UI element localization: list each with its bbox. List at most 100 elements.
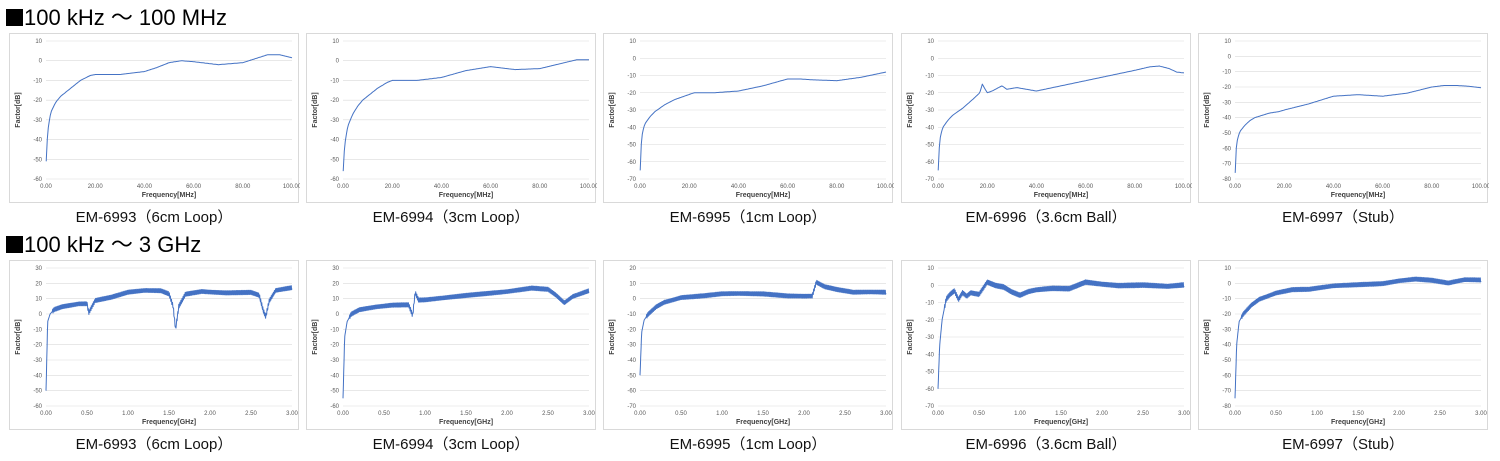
- y-axis-title: Factor[dB]: [609, 319, 616, 354]
- y-tick-label: -30: [925, 335, 934, 341]
- y-tick-label: -50: [330, 389, 339, 395]
- y-tick-label: -70: [627, 177, 636, 183]
- series-line: [342, 285, 590, 399]
- x-axis-title: Frequency[GHz]: [142, 419, 196, 426]
- y-tick-label: -70: [925, 177, 934, 183]
- chart-caption: EM-6997（Stub）: [1282, 209, 1404, 226]
- x-tick-label: 3.00: [1475, 411, 1487, 417]
- x-tick-label: 20.00: [88, 184, 104, 190]
- y-tick-label: 30: [332, 266, 339, 272]
- chart-panel: 10 0 -10 -20 -30 -40 -50 -60 -70 -80 0.00 0.50 1.00 1…: [1198, 260, 1488, 430]
- chart-panel: 30 20 10 0 -10 -20 -30 -40 -50 -60 0.00 0.50 1.00 1.5…: [9, 260, 299, 430]
- y-tick-label: -10: [330, 78, 339, 84]
- y-tick-label: -10: [1222, 70, 1231, 76]
- x-tick-label: 60.00: [1078, 184, 1094, 190]
- series-line: [1234, 276, 1482, 399]
- y-axis-title: Factor[dB]: [1204, 92, 1211, 127]
- y-tick-label: -20: [925, 91, 934, 97]
- x-tick-label: 0.50: [675, 411, 687, 417]
- x-axis-title: Frequency[MHz]: [1034, 192, 1088, 199]
- x-tick-label: 100.00: [1472, 184, 1489, 190]
- y-tick-label: -10: [627, 312, 636, 318]
- y-tick-label: -50: [1222, 358, 1231, 364]
- chart-panel: 10 0 -10 -20 -30 -40 -50 -60 -70 0.00 0.50 1.00 1.50…: [901, 260, 1191, 430]
- series-line: [937, 65, 1185, 171]
- chart-caption: EM-6996（3.6cm Ball）: [965, 436, 1127, 453]
- x-axis-title: Frequency[MHz]: [736, 192, 790, 199]
- x-axis-title: Frequency[GHz]: [439, 419, 493, 426]
- y-tick-label: -10: [33, 327, 42, 333]
- x-tick-label: 2.00: [204, 411, 216, 417]
- x-tick-label: 40.00: [1326, 184, 1342, 190]
- y-tick-label: 0: [931, 283, 935, 289]
- x-tick-label: 40.00: [434, 184, 450, 190]
- x-tick-label: 1.50: [1055, 411, 1067, 417]
- x-axis-title: Frequency[MHz]: [439, 192, 493, 199]
- chart-caption: EM-6994（3cm Loop）: [372, 436, 530, 453]
- y-tick-label: -50: [33, 389, 42, 395]
- y-tick-label: -20: [1222, 85, 1231, 91]
- x-axis-title: Frequency[GHz]: [1331, 419, 1385, 426]
- chart-panel: 10 0 -10 -20 -30 -40 -50 -60 -70 0.00 20.00 40.00 60…: [901, 33, 1192, 203]
- x-axis-title: Frequency[MHz]: [1331, 192, 1385, 199]
- line-chart: 10 0 -10 -20 -30 -40 -50 -600.00 20.00 40.00 60.00…: [15, 39, 300, 199]
- y-tick-label: 0: [1228, 281, 1232, 287]
- x-tick-label: 0.50: [81, 411, 93, 417]
- y-tick-label: -60: [925, 160, 934, 166]
- y-tick-label: -40: [627, 125, 636, 131]
- x-tick-label: 80.00: [1127, 184, 1143, 190]
- y-tick-label: -10: [627, 74, 636, 80]
- x-tick-label: 0.00: [337, 411, 349, 417]
- y-tick-label: 10: [927, 266, 934, 272]
- y-tick-label: -40: [330, 138, 339, 144]
- chart-caption: EM-6996（3.6cm Ball）: [965, 209, 1127, 226]
- y-tick-label: 10: [927, 39, 934, 45]
- x-tick-label: 1.50: [1352, 411, 1364, 417]
- series-line: [1234, 85, 1482, 173]
- y-tick-label: -50: [627, 373, 636, 379]
- y-tick-label: -50: [627, 143, 636, 149]
- y-tick-label: 10: [1224, 39, 1231, 45]
- y-axis-title: Factor[dB]: [609, 92, 616, 127]
- chart-panel: 10 0 -10 -20 -30 -40 -50 -60 0.00 20.00 40.00 60.00…: [9, 33, 300, 203]
- x-tick-label: 100.00: [580, 184, 597, 190]
- x-tick-label: 1.50: [460, 411, 472, 417]
- x-tick-label: 20.00: [682, 184, 698, 190]
- y-tick-label: -60: [627, 389, 636, 395]
- y-tick-label: 30: [35, 266, 42, 272]
- y-tick-label: 0: [39, 59, 43, 65]
- y-tick-label: 10: [1224, 266, 1231, 272]
- x-tick-label: 0.50: [378, 411, 390, 417]
- x-tick-label: 0.50: [1270, 411, 1282, 417]
- x-tick-label: 1.50: [163, 411, 175, 417]
- y-tick-label: 0: [336, 312, 340, 318]
- x-tick-label: 1.00: [716, 411, 728, 417]
- x-tick-label: 40.00: [731, 184, 747, 190]
- x-tick-label: 3.00: [286, 411, 298, 417]
- chart-panel: 10 0 -10 -20 -30 -40 -50 -60 0.00 20.00 40.00 60.00…: [306, 33, 597, 203]
- series-line: [45, 285, 293, 391]
- x-tick-label: 2.50: [245, 411, 257, 417]
- y-tick-label: 0: [633, 297, 637, 303]
- y-tick-label: 0: [633, 56, 637, 62]
- y-tick-label: -20: [627, 91, 636, 97]
- square-bullet-icon: [6, 9, 23, 26]
- y-tick-label: 0: [931, 56, 935, 62]
- x-tick-label: 40.00: [1029, 184, 1045, 190]
- chart-panel: 10 0 -10 -20 -30 -40 -50 -60 -70 -80 0.00 20.00 40.0…: [1198, 33, 1489, 203]
- x-tick-label: 1.00: [122, 411, 134, 417]
- y-axis-title: Factor[dB]: [15, 92, 22, 127]
- x-tick-label: 2.50: [542, 411, 554, 417]
- chart-caption: EM-6993（6cm Loop）: [75, 209, 233, 226]
- x-tick-label: 100.00: [283, 184, 300, 190]
- chart-caption: EM-6997（Stub）: [1282, 436, 1404, 453]
- chart-caption: EM-6993（6cm Loop）: [75, 436, 233, 453]
- x-axis-title: Frequency[GHz]: [736, 419, 790, 426]
- y-tick-label: -70: [1222, 389, 1231, 395]
- chart-panel: 30 20 10 0 -10 -20 -30 -40 -50 -60 0.00 0.50 1.00 1.5…: [306, 260, 596, 430]
- x-tick-label: 80.00: [829, 184, 845, 190]
- y-tick-label: 10: [35, 39, 42, 45]
- y-tick-label: -30: [1222, 327, 1231, 333]
- x-axis-title: Frequency[MHz]: [142, 192, 196, 199]
- x-tick-label: 0.00: [40, 411, 52, 417]
